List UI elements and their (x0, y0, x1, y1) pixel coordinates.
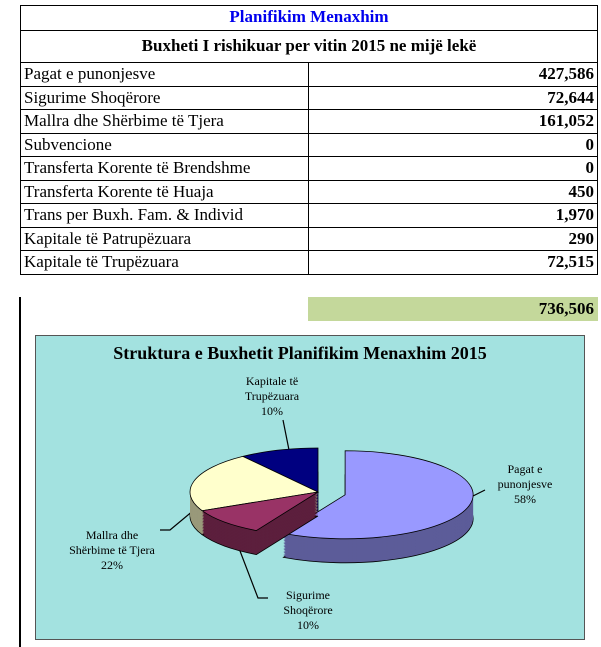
leader-line (231, 529, 268, 599)
data-label-value: 10% (297, 618, 319, 632)
slice-top (241, 447, 319, 493)
data-label-value: 10% (261, 404, 283, 418)
slice-top (201, 491, 319, 531)
data-label-name: Pagat e punonjesve (497, 462, 553, 491)
data-label-name: Sigurime Shoqërore (283, 588, 333, 617)
chart-title: Struktura e Buxhetit Planifikim Menaxhim… (113, 343, 487, 363)
data-label: Kapitale të Trupëzuara 10% (227, 374, 317, 419)
data-label: Pagat e punonjesve 58% (480, 462, 570, 507)
data-label-name: Kapitale të Trupëzuara (244, 374, 300, 403)
row-value: 72,515 (308, 250, 598, 275)
data-label-value: 22% (101, 558, 123, 572)
total: 736,506 (308, 297, 598, 321)
data-label: Sigurime Shoqërore 10% (263, 588, 353, 633)
data-label-name: Mallra dhe Shërbime të Tjera (69, 528, 155, 557)
slice (282, 450, 474, 564)
border (19, 297, 21, 647)
slice (201, 491, 319, 555)
slice-top (282, 450, 474, 540)
data-label-value: 58% (514, 492, 536, 506)
data-label: Mallra dhe Shërbime të Tjera 22% (67, 528, 157, 573)
